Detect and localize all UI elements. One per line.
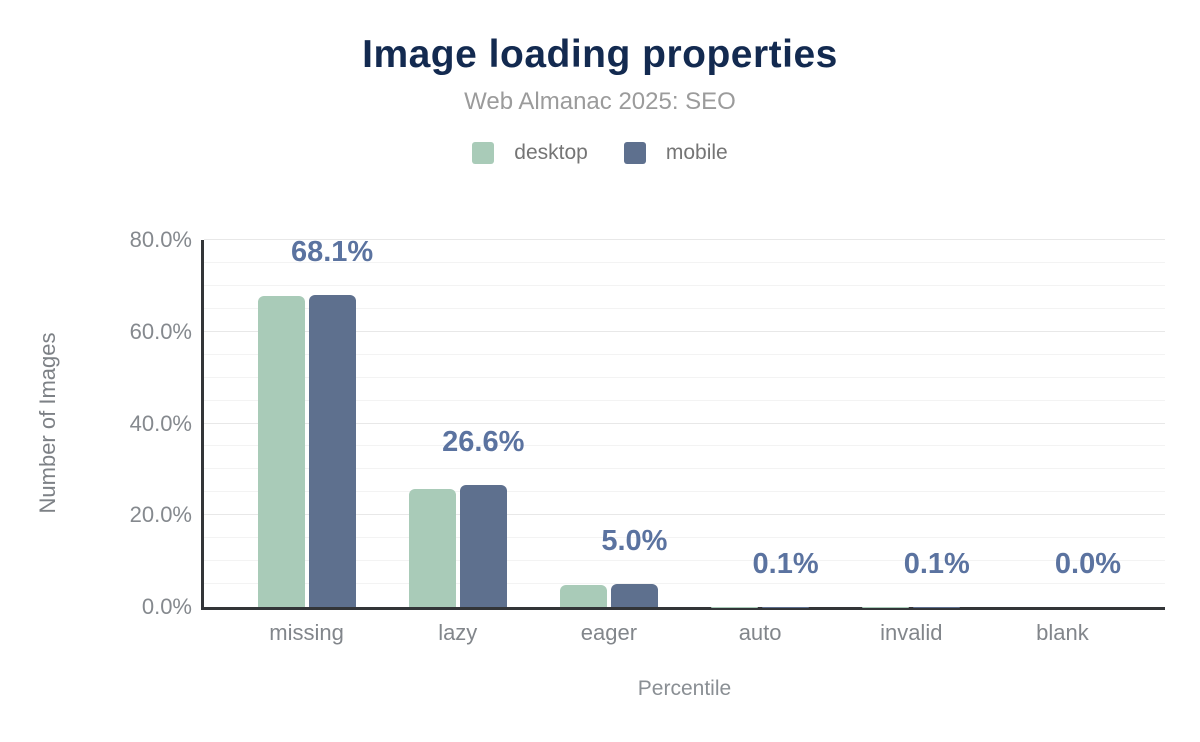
- y-tick-label: 20.0%: [129, 502, 192, 528]
- gridline-major: [204, 330, 1165, 332]
- data-label-eager: 5.0%: [601, 525, 668, 558]
- bar-group-invalid: 0.1%: [836, 240, 987, 607]
- bar-group-eager: 5.0%: [533, 240, 684, 607]
- legend-item-mobile[interactable]: mobile: [623, 141, 728, 165]
- bar-desktop-invalid[interactable]: [862, 606, 910, 607]
- gridline-minor: [204, 560, 1165, 562]
- y-tick-label: 60.0%: [129, 318, 192, 344]
- legend-swatch-desktop: [472, 142, 495, 164]
- data-label-blank: 0.0%: [1054, 548, 1121, 580]
- y-axis-title: Number of Images: [35, 332, 60, 514]
- x-category-label-eager: eager: [580, 620, 638, 645]
- x-category-labels: missing lazy eager auto invalid blank: [204, 620, 1165, 646]
- gridline-major: [204, 422, 1165, 424]
- bar-mobile-invalid[interactable]: [913, 606, 961, 607]
- x-category-label-lazy: lazy: [438, 620, 478, 645]
- gridline-minor: [204, 468, 1165, 470]
- gridline-major: [204, 239, 1165, 240]
- chart-subtitle: Web Almanac 2025: SEO: [464, 88, 736, 115]
- x-category-label-invalid: invalid: [880, 620, 943, 645]
- x-category-label-missing: missing: [269, 620, 344, 645]
- plot-area: 68.1% 26.6% 5.0% 0.1% 0.1% 0.0% missing lazy ea…: [201, 235, 1165, 700]
- x-category-label-blank: blank: [1036, 620, 1089, 645]
- y-tick-label: 80.0%: [129, 227, 192, 252]
- bar-group-blank: 0.0%: [987, 240, 1138, 607]
- gridline-minor: [204, 261, 1165, 263]
- bar-mobile-missing[interactable]: [308, 294, 356, 607]
- gridline-minor: [204, 537, 1165, 539]
- bar-group-lazy: 26.6%: [382, 240, 533, 607]
- bar-desktop-auto[interactable]: [711, 606, 759, 607]
- bar-mobile-auto[interactable]: [762, 606, 810, 607]
- data-label-invalid: 0.1%: [903, 547, 970, 580]
- legend-label: mobile: [665, 141, 728, 164]
- data-label-auto: 0.1%: [752, 547, 819, 580]
- bar-group-missing: 68.1%: [231, 235, 382, 607]
- x-category-label-auto: auto: [738, 620, 782, 645]
- bar-desktop-missing[interactable]: [257, 295, 305, 607]
- gridline-minor: [204, 491, 1165, 493]
- data-label-lazy: 26.6%: [442, 426, 525, 458]
- gridline-minor: [204, 445, 1165, 447]
- x-axis-title: Percentile: [637, 677, 732, 700]
- bar-mobile-lazy[interactable]: [459, 485, 507, 607]
- bar-mobile-eager[interactable]: [610, 584, 658, 607]
- bar-desktop-eager[interactable]: [559, 584, 607, 607]
- gridline-minor: [204, 284, 1165, 286]
- legend-item-desktop[interactable]: desktop: [472, 141, 588, 165]
- data-label-missing: 68.1%: [290, 235, 374, 268]
- gridline-minor: [204, 307, 1165, 309]
- x-axis-line: [201, 607, 1165, 610]
- bar-group-auto: 0.1%: [685, 240, 836, 607]
- bar-groups: 68.1% 26.6% 5.0% 0.1% 0.1% 0.0%: [204, 235, 1165, 607]
- chart-title: Image loading properties: [362, 33, 838, 76]
- gridline-major: [204, 514, 1165, 516]
- legend-swatch-mobile: [623, 142, 646, 164]
- legend-label: desktop: [514, 141, 588, 164]
- y-tick-label: 40.0%: [129, 410, 192, 436]
- gridline-minor: [204, 376, 1165, 378]
- legend: desktop mobile: [0, 141, 1200, 165]
- y-axis-ticks: 80.0% 60.0% 40.0% 20.0% 0.0%: [66, 228, 192, 619]
- y-axis-line: [201, 240, 204, 610]
- bar-desktop-lazy[interactable]: [408, 488, 456, 607]
- gridline-minor: [204, 399, 1165, 401]
- gridline-minor: [204, 353, 1165, 355]
- y-tick-label: 0.0%: [141, 594, 192, 619]
- gridline-minor: [204, 583, 1165, 585]
